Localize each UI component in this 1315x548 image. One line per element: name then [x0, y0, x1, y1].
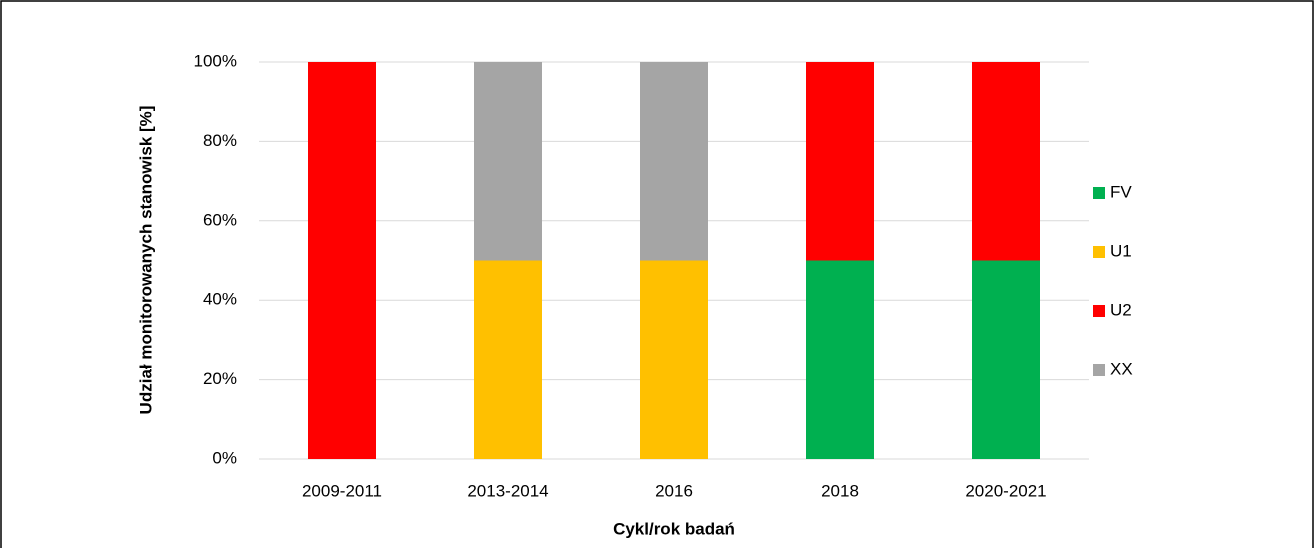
legend-label: XX	[1110, 359, 1133, 378]
y-tick-label: 0%	[212, 448, 237, 467]
legend-label: U2	[1110, 300, 1132, 319]
bar-segment	[474, 260, 542, 459]
legend-swatch	[1093, 364, 1105, 376]
legend-swatch	[1093, 305, 1105, 317]
y-tick-label: 100%	[194, 51, 237, 70]
y-tick-label: 60%	[203, 210, 237, 229]
bar-segment	[972, 260, 1040, 459]
x-tick-label: 2020-2021	[965, 481, 1046, 500]
x-tick-label: 2009-2011	[302, 481, 382, 500]
y-tick-label: 40%	[203, 290, 237, 309]
x-tick-label: 2013-2014	[467, 481, 548, 500]
y-axis-title: Udział monitorowanych stanowisk [%]	[136, 106, 155, 415]
bar-segment	[640, 62, 708, 261]
legend-swatch	[1093, 246, 1105, 258]
bar-segment	[308, 62, 376, 459]
bar-segment	[806, 260, 874, 459]
x-tick-label: 2016	[655, 481, 693, 500]
legend-label: U1	[1110, 241, 1132, 260]
x-axis-title: Cykl/rok badań	[613, 519, 735, 538]
bar-segment	[972, 62, 1040, 261]
bar-segment	[474, 62, 542, 261]
y-tick-label: 20%	[203, 369, 237, 388]
y-tick-label: 80%	[203, 131, 237, 150]
legend-swatch	[1093, 187, 1105, 199]
legend-label: FV	[1110, 182, 1132, 201]
x-tick-label: 2018	[821, 481, 859, 500]
bar-segment	[806, 62, 874, 261]
bar-segment	[640, 260, 708, 459]
